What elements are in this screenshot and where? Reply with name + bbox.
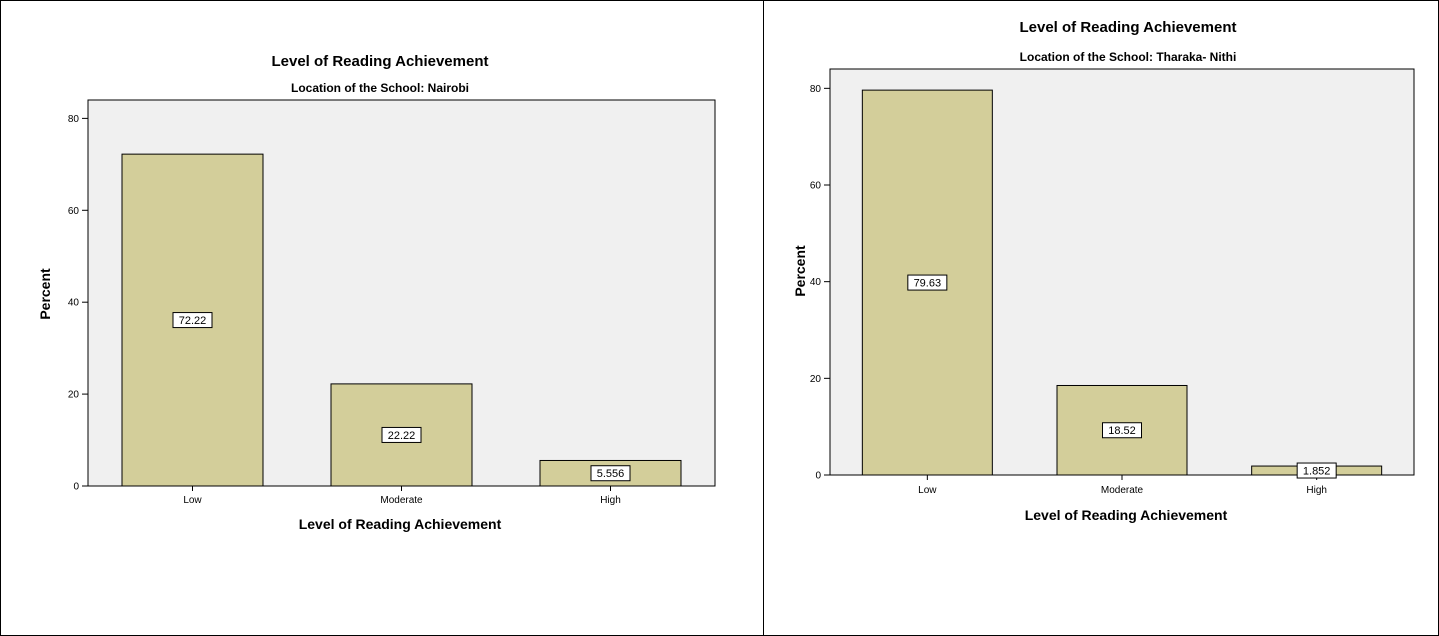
x-axis-label: Level of Reading Achievement	[299, 516, 502, 532]
y-tick-label: 20	[810, 374, 822, 385]
data-label: 79.63	[914, 278, 942, 290]
tharaka-nithi-bar-chart: Level of Reading Achievement Location of…	[792, 19, 1415, 523]
data-label-box	[381, 426, 422, 443]
data-label-box	[907, 274, 948, 291]
y-tick-label: 60	[810, 181, 822, 192]
data-label-box	[1296, 462, 1337, 479]
y-axis-label: Percent	[37, 268, 53, 320]
panel-divider	[763, 0, 764, 636]
y-tick-label: 0	[73, 482, 79, 493]
data-label: 18.52	[1108, 425, 1136, 437]
data-label: 72.22	[179, 315, 207, 327]
data-label-box	[172, 312, 213, 329]
y-tick-label: 80	[810, 84, 822, 95]
x-tick-label: Moderate	[1101, 485, 1144, 496]
y-tick-label: 40	[810, 277, 822, 288]
x-tick-label: High	[600, 495, 621, 506]
y-tick-label: 0	[815, 471, 821, 482]
data-label: 5.556	[597, 468, 625, 480]
nairobi-bar-chart: Level of Reading Achievement Location of…	[37, 53, 716, 532]
y-axis-label: Percent	[792, 245, 808, 297]
x-tick-label: High	[1306, 485, 1327, 496]
x-tick-label: Low	[183, 495, 202, 506]
x-axis-label: Level of Reading Achievement	[1025, 507, 1228, 523]
chart-title: Level of Reading Achievement	[271, 53, 488, 70]
data-label-box	[590, 465, 631, 482]
data-label: 1.852	[1303, 466, 1331, 478]
chart-subtitle: Location of the School: Nairobi	[291, 81, 469, 95]
y-tick-label: 20	[68, 390, 80, 401]
x-tick-label: Low	[918, 485, 937, 496]
y-tick-label: 60	[68, 206, 80, 217]
y-tick-label: 40	[68, 298, 80, 309]
y-tick-label: 80	[68, 114, 80, 125]
data-label-box	[1102, 422, 1142, 439]
chart-title: Level of Reading Achievement	[1019, 19, 1236, 36]
data-label: 22.22	[388, 430, 416, 442]
x-tick-label: Moderate	[380, 495, 423, 506]
chart-subtitle: Location of the School: Tharaka- Nithi	[1020, 50, 1237, 64]
